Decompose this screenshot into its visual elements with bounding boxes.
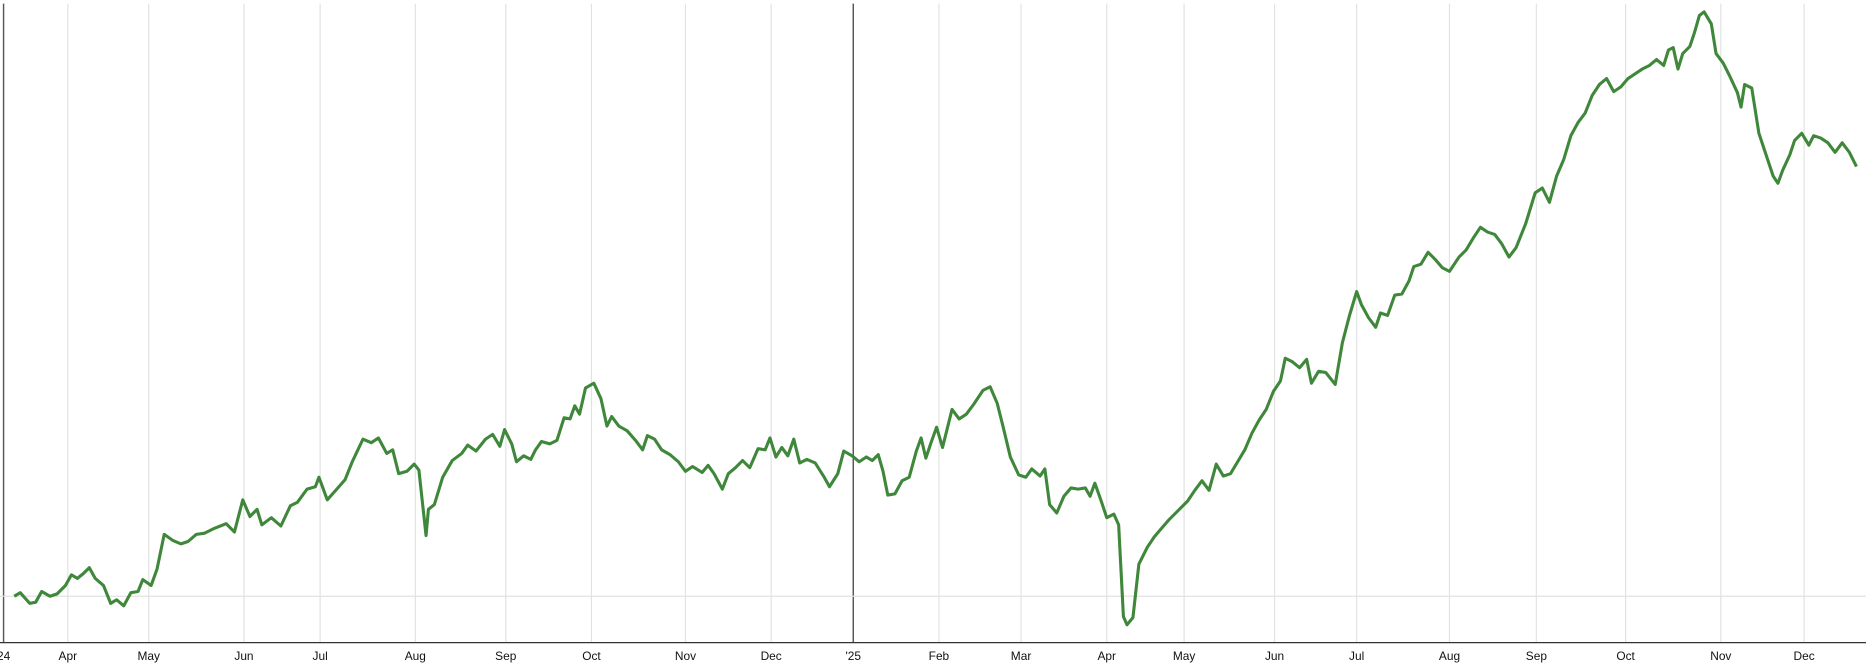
x-tick-label: Oct [582,649,601,663]
x-tick-label: Nov [675,649,696,663]
line [13,10,1858,627]
x-tick-label: Jun [234,649,253,663]
x-tick-label: Apr [59,649,78,663]
x-tick-label: Nov [1710,649,1731,663]
x-tick-label: Jul [1349,649,1364,663]
x-tick-label: Jun [1265,649,1284,663]
x-tick-label: Feb [929,649,950,663]
x-tick-label: Aug [405,649,426,663]
x-tick-label: Jul [313,649,328,663]
x-tick-label: 24 [0,649,11,663]
x-tick-label: Dec [761,649,782,663]
x-tick-label: Apr [1097,649,1116,663]
x-tick-label: '25 [846,649,862,663]
x-tick-label: Sep [1526,649,1548,663]
x-tick-label: Aug [1439,649,1460,663]
x-tick-label: Mar [1011,649,1032,663]
x-tick-label: Oct [1616,649,1635,663]
x-tick-label: May [1173,649,1196,663]
x-tick-label: Dec [1794,649,1815,663]
x-tick-label: Sep [495,649,517,663]
x-tick-label: May [138,649,161,663]
